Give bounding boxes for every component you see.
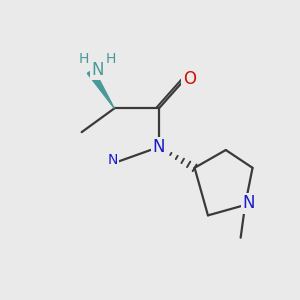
Text: N: N xyxy=(92,61,104,79)
Text: O: O xyxy=(183,70,196,88)
Text: N: N xyxy=(108,153,118,167)
Text: N: N xyxy=(153,138,165,156)
Text: N: N xyxy=(242,194,255,212)
Text: H: H xyxy=(79,52,89,66)
Polygon shape xyxy=(87,69,114,108)
Text: H: H xyxy=(106,52,116,66)
